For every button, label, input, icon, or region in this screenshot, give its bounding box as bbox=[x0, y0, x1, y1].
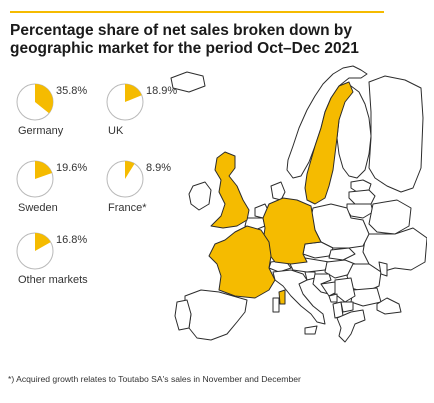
map-sweden bbox=[304, 81, 354, 205]
footnote: *) Acquired growth relates to Toutabo SA… bbox=[8, 374, 301, 384]
map-portugal bbox=[174, 299, 192, 331]
pie-item-uk: 18.9% UK bbox=[106, 83, 246, 143]
pie-sweden-slice bbox=[35, 161, 52, 179]
pie-uk-label: UK bbox=[108, 125, 124, 137]
map-highlighted-countries bbox=[208, 81, 354, 305]
pie-item-other-markets: 16.8% Other markets bbox=[16, 232, 156, 292]
map-lithuania bbox=[346, 203, 374, 219]
pie-sweden bbox=[16, 160, 54, 198]
map-sicily bbox=[304, 325, 318, 335]
map-france bbox=[208, 225, 276, 299]
map-spain bbox=[184, 289, 248, 341]
top-accent-rule bbox=[10, 11, 384, 13]
map-other-countries bbox=[170, 65, 427, 343]
map-belarus bbox=[368, 199, 412, 235]
map-bulgaria bbox=[350, 287, 382, 307]
map-norway bbox=[286, 65, 368, 179]
pie-germany-value: 35.8% bbox=[56, 85, 88, 97]
pie-germany-label: Germany bbox=[18, 125, 64, 137]
pie-france bbox=[106, 160, 144, 198]
map-united-kingdom bbox=[210, 151, 250, 229]
pie-uk-slice bbox=[125, 84, 142, 102]
chart-title-line-1: Percentage share of net sales broken dow… bbox=[10, 22, 352, 39]
map-ireland bbox=[188, 181, 212, 211]
chart-title: Percentage share of net sales broken dow… bbox=[10, 22, 390, 58]
pie-item-france: 8.9% France* bbox=[106, 160, 246, 220]
pie-germany bbox=[16, 83, 54, 121]
europe-map bbox=[170, 65, 427, 343]
pie-other-markets-value: 16.8% bbox=[56, 234, 88, 246]
map-russia bbox=[368, 75, 424, 193]
map-italy bbox=[272, 269, 326, 325]
map-greece bbox=[336, 309, 366, 343]
map-north-macedonia bbox=[340, 301, 354, 313]
map-montenegro bbox=[328, 293, 338, 303]
map-corsica bbox=[278, 289, 286, 305]
pie-other-markets-label: Other markets bbox=[18, 274, 88, 286]
pie-other-markets bbox=[16, 232, 54, 270]
map-moldova bbox=[378, 261, 388, 277]
pie-france-value: 8.9% bbox=[146, 162, 172, 174]
map-serbia bbox=[334, 277, 356, 303]
map-latvia bbox=[348, 189, 376, 205]
pie-item-germany: 35.8% Germany bbox=[16, 83, 156, 143]
map-denmark bbox=[270, 181, 286, 201]
pie-item-sweden: 19.6% Sweden bbox=[16, 160, 156, 220]
pie-sweden-value: 19.6% bbox=[56, 162, 88, 174]
pie-france-label: France* bbox=[108, 202, 147, 214]
pie-france-slice bbox=[125, 161, 135, 179]
pie-other-markets-slice bbox=[35, 233, 51, 251]
pie-uk-value: 18.9% bbox=[146, 85, 178, 97]
pie-germany-slice bbox=[35, 84, 53, 114]
pie-sweden-label: Sweden bbox=[18, 202, 58, 214]
map-iceland bbox=[170, 71, 206, 93]
map-sardinia bbox=[272, 297, 280, 313]
map-turkey-edge bbox=[376, 297, 402, 315]
map-slovakia bbox=[328, 247, 356, 261]
map-slovenia bbox=[304, 271, 316, 281]
chart-title-line-2: geographic market for the period Oct–Dec… bbox=[10, 40, 359, 57]
map-ukraine bbox=[362, 227, 427, 273]
pie-uk bbox=[106, 83, 144, 121]
